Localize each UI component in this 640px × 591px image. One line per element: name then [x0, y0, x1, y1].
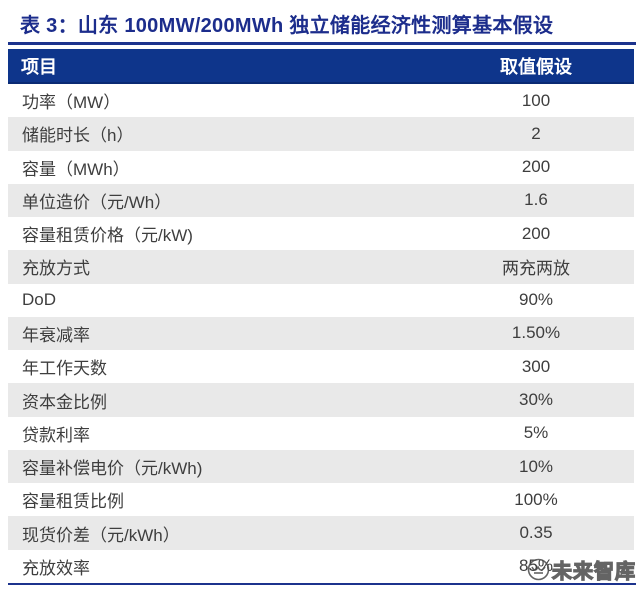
row-label: 单位造价（元/Wh）	[22, 192, 172, 212]
row-value: 200	[521, 157, 551, 177]
row-label: 容量补偿电价（元/kWh)	[22, 459, 203, 479]
row-label: 现货价差（元/kWh）	[22, 525, 180, 545]
table-body: 功率（MW） 100 储能时长（h） 2 容量（MWh） 200 单位造价（元/Wh） 1.6…	[8, 84, 634, 583]
row-label: DoD	[22, 290, 57, 310]
table-row: DoD 90%	[8, 283, 634, 317]
row-label: 容量（MWh）	[22, 159, 130, 179]
table-row: 贷款利率 5%	[8, 416, 634, 450]
assumptions-table: 项目 取值假设 功率（MW） 100 储能时长（h） 2 容量（MWh） 200 单位造价（…	[8, 49, 634, 583]
row-label: 资本金比例	[22, 392, 107, 412]
table-row: 容量租赁比例 100%	[8, 483, 634, 517]
table-row: 充放效率 85%	[8, 549, 634, 583]
row-value: 300	[521, 356, 551, 376]
row-label: 充放方式	[22, 259, 90, 279]
table-row: 现货价差（元/kWh） 0.35	[8, 516, 634, 550]
table-row: 年工作天数 300	[8, 350, 634, 384]
row-label: 贷款利率	[22, 425, 90, 445]
row-value: 200	[521, 223, 551, 243]
row-value: 10%	[518, 456, 554, 476]
table-row: 容量（MWh） 200	[8, 150, 634, 184]
row-value: 2	[531, 123, 541, 143]
table-row: 年衰减率 1.50%	[8, 316, 634, 351]
row-label: 功率（MW）	[22, 93, 121, 113]
table-row: 充放方式 两充两放	[8, 250, 634, 284]
row-label: 年工作天数	[22, 359, 107, 379]
table-header-row: 项目 取值假设	[8, 49, 634, 84]
table-title: 表 3：山东 100MW/200MWh 独立储能经济性测算基本假设	[20, 15, 554, 37]
table-row: 资本金比例 30%	[8, 383, 634, 417]
table-row: 储能时长（h） 2	[8, 117, 634, 151]
row-value: 100	[521, 90, 551, 110]
bottom-divider	[8, 583, 636, 585]
table-row: 单位造价（元/Wh） 1.6	[8, 183, 634, 218]
column-header-item: 项目	[21, 56, 57, 77]
row-value: 90%	[518, 290, 554, 310]
row-value: 0.35	[519, 523, 553, 543]
table-row: 功率（MW） 100	[8, 84, 634, 118]
row-label: 容量租赁价格（元/kW)	[22, 226, 193, 246]
row-value: 1.6	[524, 190, 548, 210]
row-label: 充放效率	[22, 558, 90, 578]
row-value: 1.50%	[511, 323, 561, 343]
row-value: 5%	[523, 423, 549, 443]
row-label: 容量租赁比例	[22, 492, 124, 512]
title-divider	[8, 42, 636, 45]
column-header-value: 取值假设	[500, 56, 572, 77]
row-value: 100%	[514, 489, 558, 509]
row-label: 储能时长（h）	[22, 126, 134, 146]
row-value: 两充两放	[502, 259, 570, 279]
table-row: 容量补偿电价（元/kWh) 10%	[8, 449, 634, 484]
table-row: 容量租赁价格（元/kW) 200	[8, 217, 634, 251]
row-value: 30%	[518, 390, 554, 410]
row-value: 85%	[518, 556, 554, 576]
row-label: 年衰减率	[22, 325, 90, 345]
